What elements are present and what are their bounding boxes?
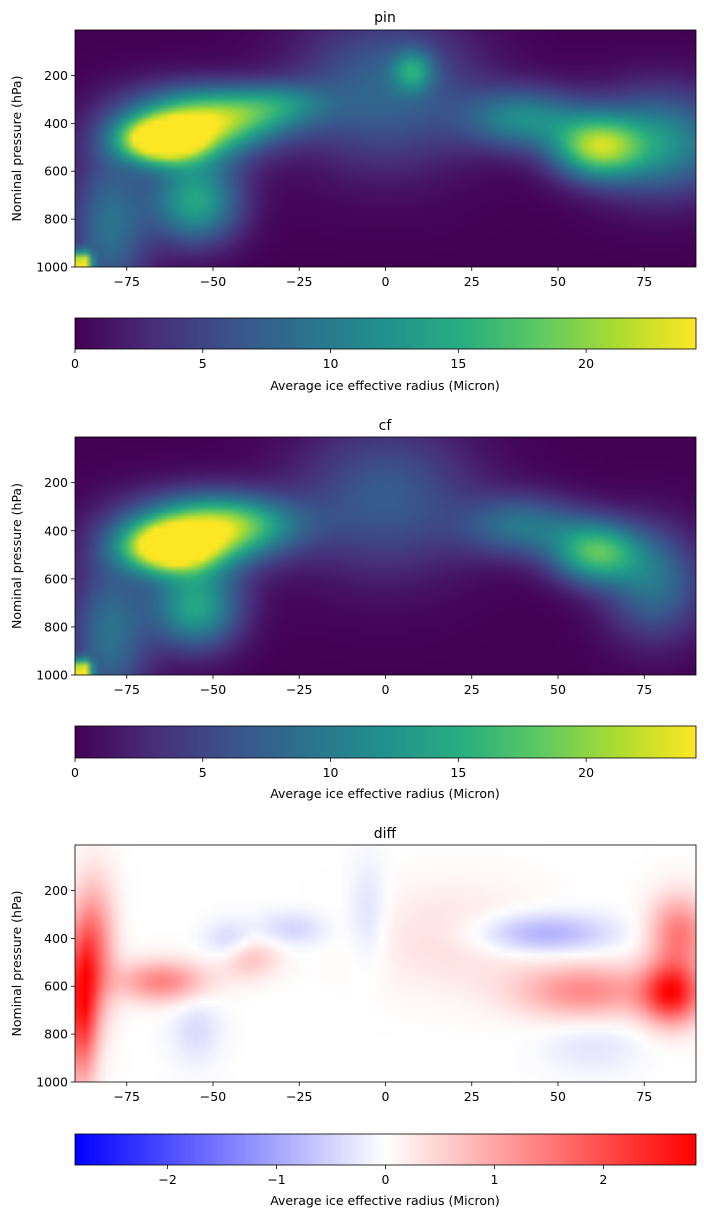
colorbar-tick-label: 0 (382, 1172, 390, 1187)
x-tick-label: 25 (464, 1089, 480, 1104)
chart-title: diff (374, 826, 397, 842)
x-tick-label: −75 (114, 1089, 140, 1104)
y-tick-label: 400 (44, 523, 68, 538)
colorbar-tick-label: 10 (323, 356, 339, 371)
x-tick-label: 0 (382, 682, 390, 697)
x-tick-label: −75 (114, 682, 140, 697)
y-ticks: 200 400 600 800 1000 (36, 883, 75, 1090)
heatmap-pin (75, 30, 696, 267)
colorbar-tick-label: 2 (599, 1172, 607, 1187)
y-tick-label: 800 (44, 212, 68, 227)
heatmap-diff (75, 845, 696, 1082)
x-tick-label: 0 (382, 1089, 390, 1104)
colorbar-tick-label: 10 (323, 765, 339, 780)
colorbar-label: Average ice effective radius (Micron) (270, 1193, 500, 1208)
colorbar-tick-label: 5 (199, 356, 207, 371)
x-tick-label: −25 (286, 274, 312, 289)
heatmap-cf (75, 437, 696, 675)
y-tick-label: 600 (44, 979, 68, 994)
colorbar-tick-label: 20 (578, 356, 594, 371)
y-axis-label: Nominal pressure (hPa) (9, 483, 24, 629)
colorbar-tick-label: 15 (450, 765, 466, 780)
y-ticks: 200 400 600 800 1000 (36, 475, 75, 683)
y-tick-label: 200 (44, 883, 68, 898)
colorbar-tick-label: 0 (71, 356, 79, 371)
x-tick-label: 50 (550, 1089, 566, 1104)
colorbar-tick-label: −2 (158, 1172, 176, 1187)
x-ticks: −75 −50 −25 0 25 50 75 (114, 675, 652, 697)
colorbar-tick-label: 15 (450, 356, 466, 371)
panel-diff: diff −75 −50 −25 0 25 50 75 200 400 600 800 1000 N… (9, 826, 697, 1208)
y-tick-label: 800 (44, 619, 68, 634)
colorbar-tick-label: 20 (578, 765, 594, 780)
x-tick-label: −50 (200, 682, 226, 697)
y-tick-label: 1000 (36, 668, 68, 683)
colorbar-tick-label: −1 (267, 1172, 285, 1187)
x-tick-label: −50 (200, 274, 226, 289)
colorbar-cf (74, 725, 697, 759)
x-tick-label: 25 (464, 274, 480, 289)
y-tick-label: 600 (44, 164, 68, 179)
x-tick-label: 75 (636, 1089, 652, 1104)
y-tick-label: 200 (44, 68, 68, 83)
x-ticks: −75 −50 −25 0 25 50 75 (114, 267, 652, 289)
y-tick-label: 400 (44, 931, 68, 946)
colorbar-pin (74, 317, 697, 350)
colorbar-ticks: 0 5 10 15 20 (71, 758, 594, 780)
y-tick-label: 1000 (36, 260, 68, 275)
colorbar-tick-label: 5 (199, 765, 207, 780)
x-tick-label: 50 (550, 274, 566, 289)
colorbar-ticks: −2 −1 0 1 2 (158, 1165, 607, 1187)
y-axis-label: Nominal pressure (hPa) (9, 891, 24, 1037)
y-axis-label: Nominal pressure (hPa) (9, 76, 24, 222)
x-tick-label: −50 (200, 1089, 226, 1104)
y-tick-label: 1000 (36, 1075, 68, 1090)
x-tick-label: −75 (114, 274, 140, 289)
x-tick-label: −25 (286, 1089, 312, 1104)
x-tick-label: 0 (382, 274, 390, 289)
y-tick-label: 200 (44, 475, 68, 490)
colorbar-ticks: 0 5 10 15 20 (71, 349, 594, 371)
y-ticks: 200 400 600 800 1000 (36, 68, 75, 275)
x-tick-label: 50 (550, 682, 566, 697)
x-tick-label: 75 (636, 682, 652, 697)
colorbar-label: Average ice effective radius (Micron) (270, 786, 500, 801)
x-ticks: −75 −50 −25 0 25 50 75 (114, 1082, 652, 1104)
x-tick-label: 75 (636, 274, 652, 289)
x-tick-label: 25 (464, 682, 480, 697)
chart-title: cf (379, 418, 393, 434)
colorbar-tick-label: 1 (490, 1172, 498, 1187)
colorbar-tick-label: 0 (71, 765, 79, 780)
colorbar-label: Average ice effective radius (Micron) (270, 378, 500, 393)
y-tick-label: 400 (44, 116, 68, 131)
chart-title: pin (374, 10, 396, 26)
colorbar-diff (74, 1133, 697, 1166)
y-tick-label: 800 (44, 1027, 68, 1042)
y-tick-label: 600 (44, 571, 68, 586)
x-tick-label: −25 (286, 682, 312, 697)
